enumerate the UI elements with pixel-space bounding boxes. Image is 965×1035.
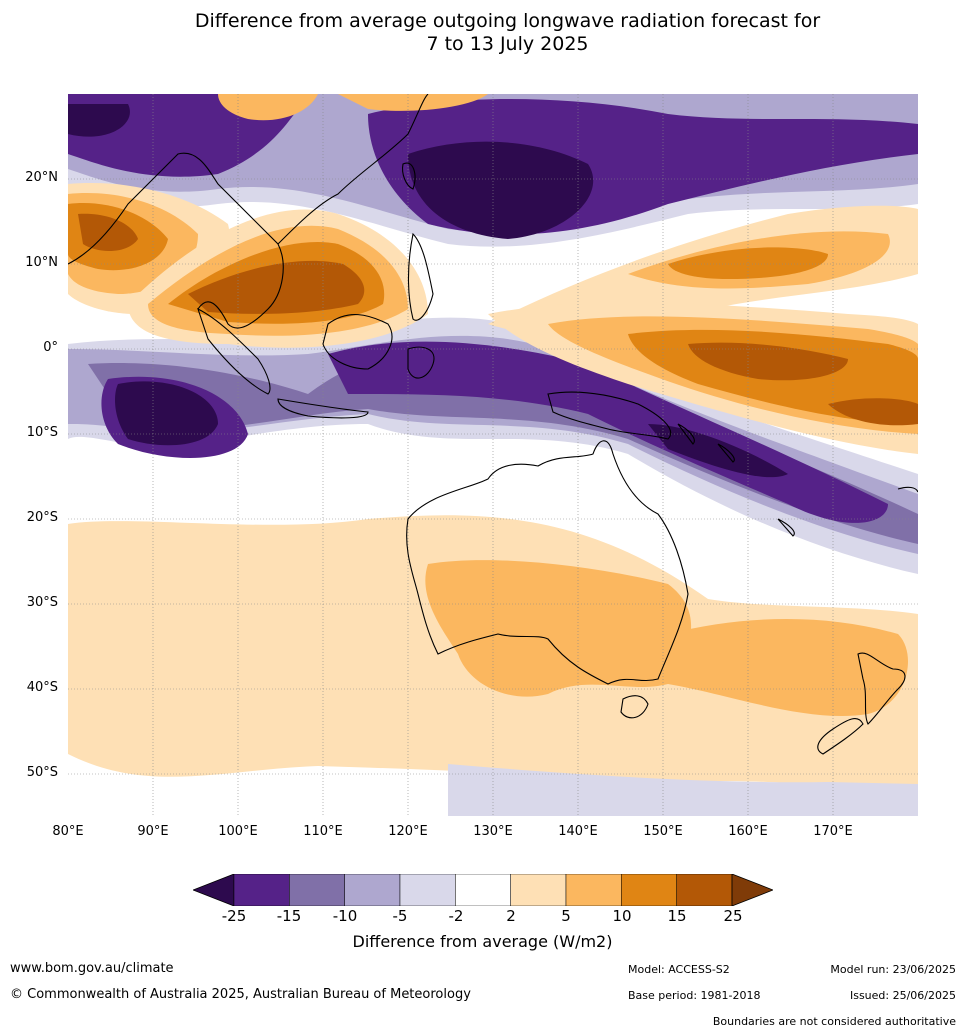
southern-orange-region xyxy=(425,560,692,697)
graticule xyxy=(68,94,918,816)
sulawesi-coastline xyxy=(407,346,435,379)
disclaimer-text: Boundaries are not considered authoritat… xyxy=(712,1015,956,1028)
model-text: Model: ACCESS-S2 xyxy=(628,963,730,976)
pacific-islands-coastline xyxy=(677,423,918,537)
lat-label-50s: 50°S xyxy=(26,765,58,780)
new-zealand-north-coastline xyxy=(857,652,906,725)
colorbar-tick: 2 xyxy=(506,907,516,925)
lon-label-170e: 170°E xyxy=(813,824,853,839)
title-line-2: 7 to 13 July 2025 xyxy=(426,33,589,55)
issued-text: Issued: 25/06/2025 xyxy=(849,989,956,1002)
lon-label-130e: 130°E xyxy=(473,824,513,839)
colorbar-label: Difference from average (W/m2) xyxy=(352,932,613,951)
colorbar-swatch xyxy=(455,874,511,906)
bay-of-bengal-darkest-orange xyxy=(78,213,138,251)
colorbar-tick: -5 xyxy=(392,907,408,925)
indian-ocean-darkest-purple xyxy=(115,381,218,446)
colorbar-swatch xyxy=(565,874,622,906)
tasmania-coastline xyxy=(620,695,649,719)
equatorial-strong-purple-band xyxy=(101,341,888,523)
colorbar xyxy=(193,874,773,906)
colorbar-tick: -25 xyxy=(221,907,247,925)
lat-label-0: 0° xyxy=(43,340,58,355)
colorbar-tick: -2 xyxy=(448,907,464,925)
colorbar-tick: 10 xyxy=(612,907,632,925)
colorbar-tick: 5 xyxy=(561,907,571,925)
philippine-sea-darkest-purple xyxy=(68,104,594,239)
coastlines xyxy=(68,94,918,755)
top-orange-strip xyxy=(218,94,488,121)
lon-label-160e: 160°E xyxy=(728,824,768,839)
new-guinea-coastline xyxy=(547,391,671,440)
new-zealand-south-coastline xyxy=(817,718,864,755)
borneo-coastline xyxy=(322,313,393,370)
lon-label-80e: 80°E xyxy=(52,824,84,839)
colorbar-tick: 25 xyxy=(723,907,743,925)
maritime-darkest-purple xyxy=(648,424,788,478)
lon-label-140e: 140°E xyxy=(558,824,598,839)
lat-label-30s: 30°S xyxy=(26,595,58,610)
lat-label-20s: 20°S xyxy=(26,510,58,525)
colorbar-swatch xyxy=(289,874,345,906)
colorbar-swatch xyxy=(621,874,677,906)
tasman-orange-region xyxy=(668,619,908,717)
map-svg xyxy=(68,94,918,816)
southern-faint-purple-region xyxy=(448,764,918,816)
pacific-north-deep-orange xyxy=(668,247,828,279)
lat-label-20n: 20°N xyxy=(25,170,58,185)
colorbar-swatch xyxy=(676,874,733,906)
colorbar-tick: -10 xyxy=(332,907,358,925)
colorbar-swatch xyxy=(510,874,567,906)
colorbar-tick: -15 xyxy=(276,907,302,925)
colorbar-extend-low xyxy=(193,874,235,906)
website-link[interactable]: www.bom.gov.au/climate xyxy=(10,961,174,976)
lat-label-10s: 10°S xyxy=(26,425,58,440)
copyright-text: © Commonwealth of Australia 2025, Austra… xyxy=(10,987,471,1002)
lon-label-120e: 120°E xyxy=(388,824,428,839)
map-title: Difference from average outgoing longwav… xyxy=(0,10,965,56)
lon-label-150e: 150°E xyxy=(643,824,683,839)
colorbar-extend-high xyxy=(731,874,773,906)
philippines-coastline xyxy=(407,232,434,321)
title-line-1: Difference from average outgoing longwav… xyxy=(194,10,821,32)
colorbar-tick: 15 xyxy=(667,907,687,925)
lon-label-90e: 90°E xyxy=(137,824,169,839)
model-run-text: Model run: 23/06/2025 xyxy=(830,963,956,976)
asia-mainland-coastline xyxy=(68,94,429,329)
lat-label-40s: 40°S xyxy=(26,680,58,695)
base-period-text: Base period: 1981-2018 xyxy=(628,989,761,1002)
taiwan-coastline xyxy=(402,162,416,190)
java-coastline xyxy=(277,398,369,419)
lat-label-10n: 10°N xyxy=(25,255,58,270)
colorbar-swatch xyxy=(233,874,290,906)
colorbar-swatch xyxy=(344,874,401,906)
lon-label-110e: 110°E xyxy=(303,824,343,839)
sumatra-coastline xyxy=(197,307,271,395)
equatorial-purple-band xyxy=(88,344,918,544)
australia-coastline xyxy=(406,440,689,685)
indochina-darkest-orange xyxy=(188,260,365,314)
pacific-equatorial-darkest-orange xyxy=(688,342,918,426)
colorbar-swatch xyxy=(399,874,456,906)
olr-anomaly-map xyxy=(68,94,918,816)
lon-label-100e: 100°E xyxy=(218,824,258,839)
